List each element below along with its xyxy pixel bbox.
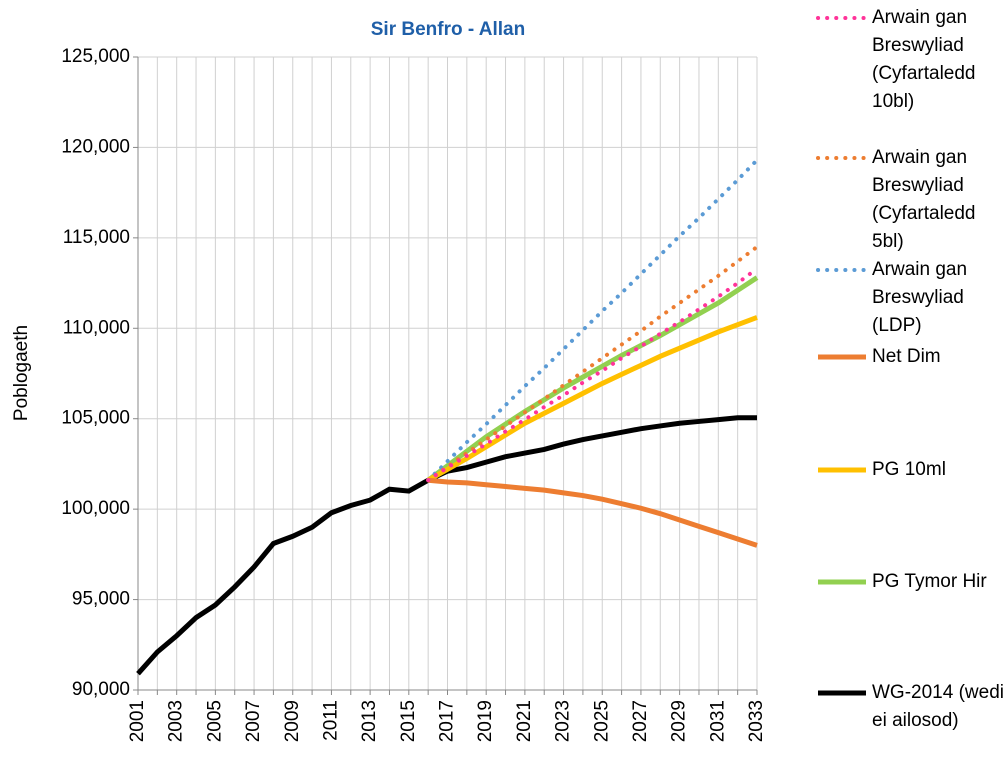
legend-label: Arwain gan Breswyliad (Cyfartaledd 10bl)	[872, 7, 976, 112]
y-tick-label: 125,000	[61, 46, 130, 67]
x-tick-label: 2011	[320, 700, 341, 741]
x-tick-label: 2021	[514, 700, 535, 742]
y-tick-label: 105,000	[61, 408, 130, 429]
series-line	[426, 158, 759, 483]
legend-label: Net Dim	[872, 346, 941, 367]
x-tick-label: 2025	[591, 700, 612, 742]
x-tick-label: 2009	[282, 700, 303, 742]
x-tick-label: 2007	[243, 700, 264, 742]
legend-label: Arwain gan Breswyliad (Cyfartaledd 5bl)	[872, 147, 976, 252]
series-line	[426, 275, 759, 483]
x-tick-label: 2015	[398, 700, 419, 742]
x-tick-label: 2031	[707, 700, 728, 742]
y-tick-label: 115,000	[63, 227, 130, 248]
x-tick-label: 2017	[437, 700, 458, 742]
x-tick-label: 2019	[475, 700, 496, 742]
x-tick-label: 2029	[669, 700, 690, 742]
legend-label: PG 10ml	[872, 459, 946, 480]
legend-label: WG-2014 (wedi ei ailosod)	[872, 682, 1004, 731]
x-tick-label: 2033	[746, 700, 767, 742]
legend-label: Arwain gan Breswyliad (LDP)	[872, 259, 968, 336]
x-tick-label: 2005	[204, 700, 225, 742]
series-line	[427, 477, 758, 548]
x-tick-label: 2027	[630, 700, 651, 742]
x-tick-label: 2001	[127, 700, 148, 742]
series-line	[426, 315, 758, 483]
x-tick-label: 2013	[359, 700, 380, 742]
y-tick-label: 90,000	[72, 679, 130, 700]
legend-label: PG Tymor Hir	[872, 571, 987, 592]
chart-title: Sir Benfro - Allan	[371, 19, 525, 40]
y-axis-label: Poblogaeth	[11, 325, 32, 421]
series-line	[426, 266, 759, 483]
y-tick-label: 120,000	[61, 136, 130, 157]
series-line	[426, 244, 759, 483]
x-tick-label: 2003	[166, 700, 187, 742]
y-tick-label: 110,000	[63, 317, 130, 338]
x-tick-label: 2023	[553, 700, 574, 742]
y-tick-label: 95,000	[72, 589, 130, 610]
y-tick-label: 100,000	[61, 498, 130, 519]
